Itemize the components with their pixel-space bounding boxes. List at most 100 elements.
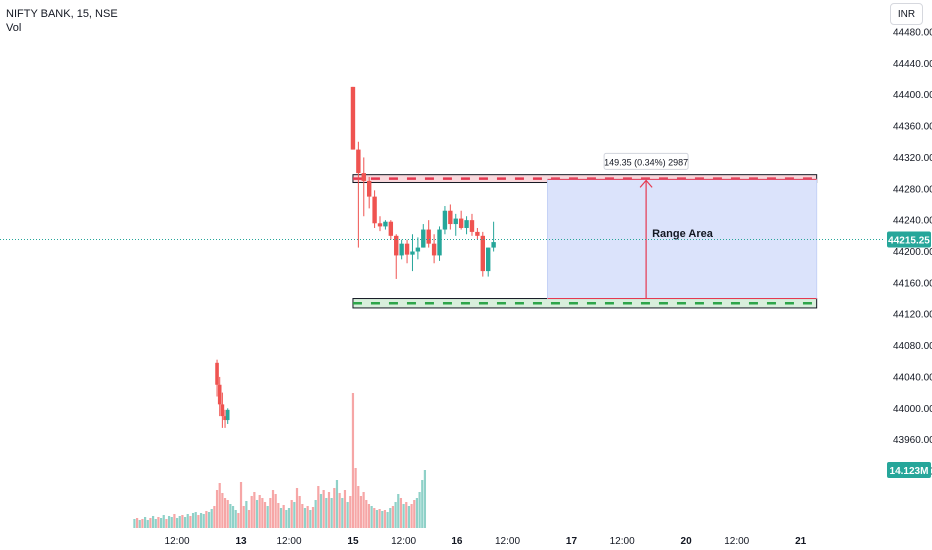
y-tick-label: 44080.00	[893, 341, 932, 352]
y-tick-label: 44120.00	[893, 310, 932, 321]
y-tick-label: 44000.00	[893, 404, 932, 415]
x-tick-label: 12:00	[495, 536, 520, 547]
x-tick-label: 12:00	[610, 536, 635, 547]
symbol-title[interactable]: NIFTY BANK, 15, NSE	[6, 8, 118, 20]
volume-bar	[309, 510, 312, 528]
volume-bar	[170, 517, 173, 528]
x-tick-label: 20	[681, 536, 693, 547]
volume-bar	[399, 498, 403, 528]
candlestick-series	[350, 86, 496, 279]
candle-body	[486, 247, 491, 272]
volume-bar	[413, 500, 416, 528]
last-price-badge: 44215.25	[887, 231, 931, 248]
volume-bar	[314, 500, 317, 528]
volume-bar	[298, 496, 301, 528]
candle-body	[377, 223, 383, 227]
volume-bar	[255, 500, 259, 528]
measure-tooltip-box	[603, 152, 689, 170]
range-area-label: Range Area	[652, 228, 714, 240]
volume-bar	[207, 512, 211, 528]
volume-bar	[354, 468, 357, 528]
last-price-badge-bg	[887, 231, 931, 248]
measure-tooltip: 149.35 (0.34%) 2987	[603, 152, 689, 170]
volume-legend-label[interactable]: Vol	[6, 22, 22, 34]
chart-legend: NIFTY BANK, 15, NSE Vol	[6, 7, 118, 35]
volume-bar	[423, 470, 427, 528]
y-tick-label: 44320.00	[893, 153, 932, 164]
candle-body	[356, 149, 361, 174]
candle-body	[469, 220, 475, 232]
volume-bar	[146, 520, 149, 528]
drawings[interactable]: Range Area 149.35 (0.34%) 2987	[352, 152, 818, 309]
volume-bar	[293, 502, 296, 528]
volume-bar	[303, 508, 307, 528]
volume-bar	[367, 504, 371, 528]
candle-body	[464, 220, 469, 228]
candle-body	[225, 409, 230, 421]
volume-bar	[421, 480, 424, 528]
volume-bar	[239, 482, 243, 528]
measure-arrowhead	[639, 179, 653, 188]
volume-bar	[151, 516, 155, 528]
candle-body	[388, 221, 394, 236]
volume-bar	[154, 519, 157, 528]
volume-bar	[271, 490, 275, 528]
volume-bar	[301, 504, 304, 528]
volume-bar	[285, 510, 288, 528]
measure-tooltip-text: 149.35 (0.34%) 2987	[604, 157, 688, 167]
volume-bar	[218, 483, 221, 528]
volume-bar	[341, 498, 344, 528]
volume-bar	[199, 513, 203, 528]
volume-bar	[381, 511, 384, 528]
volume-bar	[159, 518, 163, 528]
volume-bar	[253, 492, 256, 528]
volume-bar	[231, 506, 235, 528]
volume-bar	[221, 493, 224, 528]
volume-bar	[402, 504, 405, 528]
volume-bar	[357, 486, 360, 528]
volume-bar	[141, 519, 144, 528]
volume-bar	[391, 506, 395, 528]
volume-bar	[282, 505, 285, 528]
volume-bar	[165, 519, 168, 528]
candle-body	[404, 243, 410, 255]
volume-bar	[349, 496, 352, 528]
volume-bar	[418, 492, 421, 528]
currency-button[interactable]: INR	[890, 3, 923, 25]
x-tick-label: 16	[451, 536, 463, 547]
x-tick-label: 12:00	[165, 536, 190, 547]
volume-bar	[133, 519, 136, 528]
volume-bar	[261, 498, 264, 528]
volume-bar	[322, 490, 325, 528]
candle-body	[361, 173, 366, 181]
candle-body	[421, 229, 426, 248]
volume-bar	[317, 486, 320, 528]
x-tick-label: 17	[566, 536, 578, 547]
volume-bar	[325, 498, 328, 528]
volume-bar	[410, 504, 413, 528]
candle-body	[215, 362, 219, 385]
volume-bar	[226, 500, 229, 528]
volume-bar	[407, 506, 411, 528]
volume-bar	[389, 508, 392, 528]
candle-body	[442, 210, 448, 230]
volume-bar	[279, 508, 283, 528]
volume-bar	[186, 514, 189, 528]
volume-bar	[234, 510, 237, 528]
y-tick-label: 44160.00	[893, 278, 932, 289]
volume-bar	[370, 506, 373, 528]
support-zone[interactable]	[352, 298, 818, 309]
volume-bar	[229, 504, 232, 528]
volume-bar	[269, 498, 272, 528]
volume-bar	[306, 506, 309, 528]
candle-body	[448, 210, 453, 225]
y-tick-label: 44040.00	[893, 372, 932, 383]
y-tick-label: 44280.00	[893, 184, 932, 195]
y-tick-label: 43960.00	[893, 435, 932, 446]
candle-body	[399, 243, 404, 256]
volume-bar	[181, 515, 184, 528]
y-tick-label: 44400.00	[893, 90, 932, 101]
volume-bar	[290, 500, 293, 528]
candle-body	[431, 243, 437, 256]
